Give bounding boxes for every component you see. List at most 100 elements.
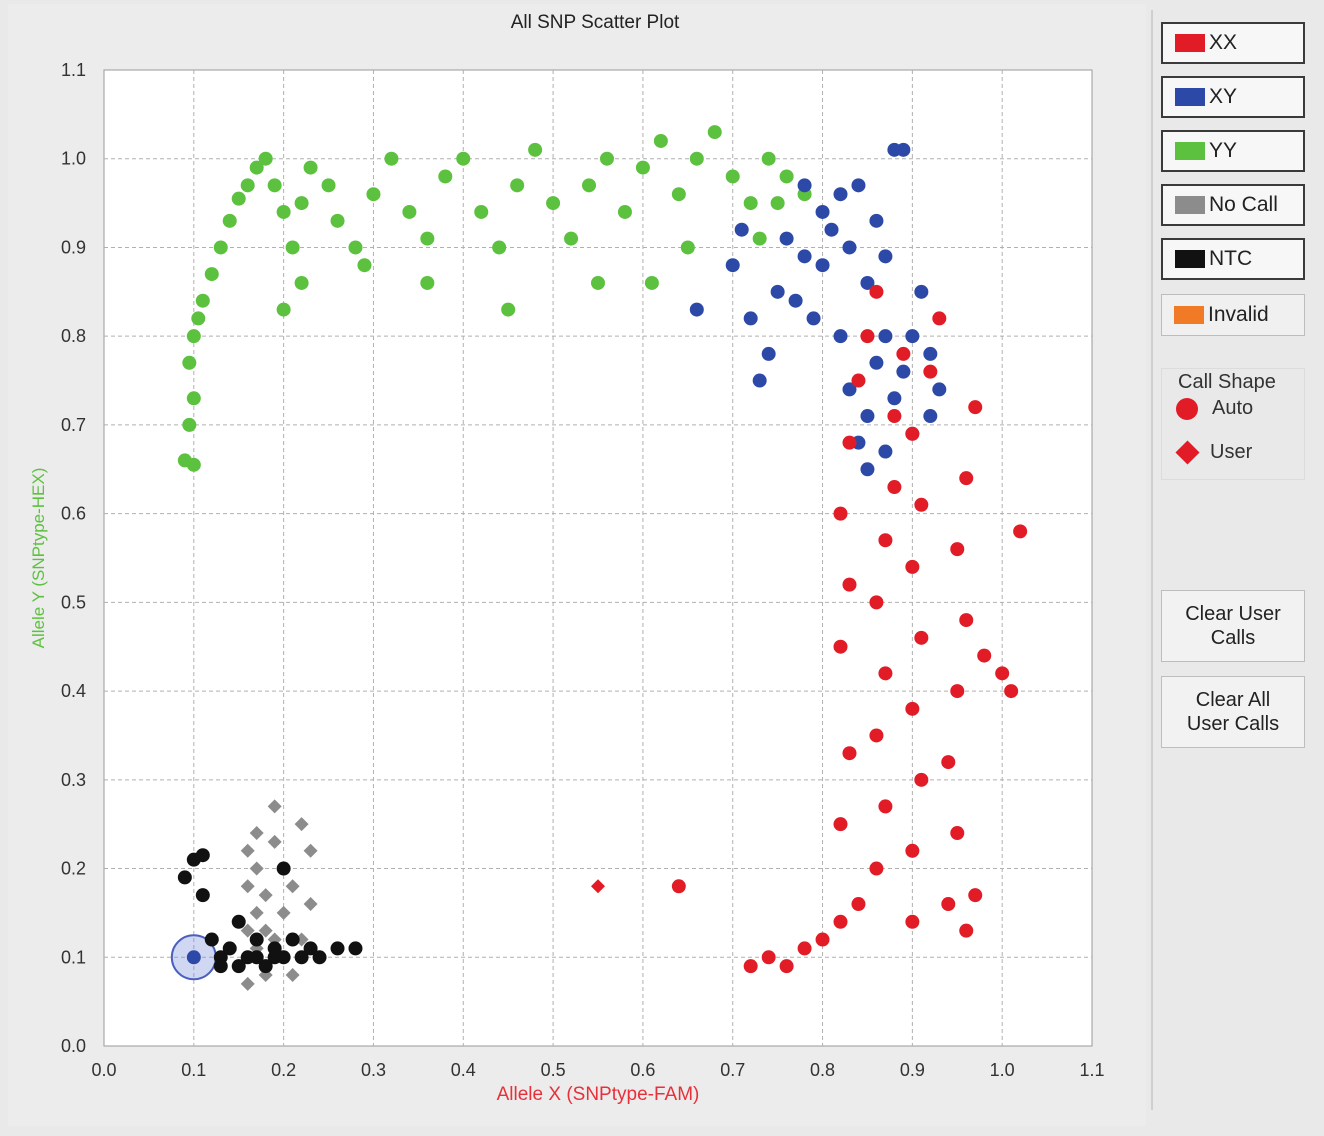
x-tick-label: 0.3 bbox=[361, 1060, 386, 1080]
y-tick-label: 0.3 bbox=[61, 770, 86, 790]
data-point bbox=[249, 932, 264, 947]
data-point bbox=[689, 151, 704, 166]
y-tick-label: 0.0 bbox=[61, 1036, 86, 1056]
ntc-swatch-icon bbox=[1175, 250, 1205, 268]
data-point bbox=[878, 533, 893, 548]
y-tick-label: 0.8 bbox=[61, 326, 86, 346]
x-tick-label: 1.0 bbox=[990, 1060, 1015, 1080]
legend-xy-button[interactable]: XY bbox=[1161, 76, 1305, 118]
data-point bbox=[905, 701, 920, 716]
data-point bbox=[779, 231, 794, 246]
data-point bbox=[438, 169, 453, 184]
data-point bbox=[950, 684, 965, 699]
data-point-diamond bbox=[285, 968, 300, 983]
data-point bbox=[878, 249, 893, 264]
legend-xx-button[interactable]: XX bbox=[1161, 22, 1305, 64]
data-point bbox=[653, 133, 668, 148]
data-point bbox=[330, 213, 345, 228]
data-point-diamond bbox=[294, 817, 309, 832]
data-point bbox=[402, 204, 417, 219]
data-point bbox=[303, 941, 318, 956]
data-point bbox=[968, 400, 983, 415]
data-point bbox=[842, 577, 857, 592]
y-tick-label: 0.2 bbox=[61, 859, 86, 879]
data-point bbox=[860, 329, 875, 344]
data-point bbox=[420, 275, 435, 290]
data-point bbox=[851, 178, 866, 193]
data-point bbox=[357, 258, 372, 273]
data-point bbox=[294, 275, 309, 290]
x-tick-label: 0.7 bbox=[720, 1060, 745, 1080]
clear-all-user-calls-button[interactable]: Clear All User Calls bbox=[1161, 676, 1305, 748]
data-point bbox=[842, 240, 857, 255]
data-point bbox=[860, 462, 875, 477]
data-point-diamond bbox=[249, 826, 264, 841]
data-point bbox=[213, 959, 228, 974]
data-point bbox=[321, 178, 336, 193]
data-point bbox=[725, 169, 740, 184]
legend-yy-label: YY bbox=[1209, 139, 1238, 162]
data-point-diamond bbox=[249, 905, 264, 920]
data-point bbox=[680, 240, 695, 255]
data-point-diamond bbox=[258, 888, 273, 903]
clear-user-calls-button[interactable]: Clear User Calls bbox=[1161, 590, 1305, 662]
y-tick-label: 0.1 bbox=[61, 947, 86, 967]
data-point bbox=[761, 151, 776, 166]
data-point bbox=[294, 196, 309, 211]
data-point-diamond bbox=[591, 879, 605, 894]
nocall-swatch-icon bbox=[1175, 196, 1205, 214]
legend-xx-label: XX bbox=[1209, 31, 1238, 54]
data-point bbox=[222, 941, 237, 956]
data-point bbox=[231, 959, 246, 974]
legend-yy-button[interactable]: YY bbox=[1161, 130, 1305, 172]
data-point bbox=[977, 648, 992, 663]
legend-nocall-button[interactable]: No Call bbox=[1161, 184, 1305, 226]
data-point bbox=[644, 275, 659, 290]
data-point bbox=[312, 950, 327, 965]
x-axis-label: Allele X (SNPtype-FAM) bbox=[497, 1084, 700, 1105]
data-point bbox=[833, 639, 848, 654]
scatter-chart[interactable]: 0.0 0.1 0.2 0.3 0.4 0.5 0.6 0.7 0.8 0.9 1.0 1.1 0.0 0… bbox=[0, 0, 1150, 1136]
data-point bbox=[204, 267, 219, 282]
data-point bbox=[222, 213, 237, 228]
x-tick-label: 0.0 bbox=[91, 1060, 116, 1080]
data-point-diamond bbox=[285, 879, 300, 894]
data-point bbox=[914, 772, 929, 787]
data-point-diamond bbox=[303, 897, 318, 912]
data-point bbox=[186, 329, 201, 344]
data-point-diamond bbox=[249, 861, 264, 876]
data-point bbox=[348, 240, 363, 255]
data-point bbox=[941, 897, 956, 912]
data-point bbox=[941, 755, 956, 770]
data-point bbox=[330, 941, 345, 956]
legend-ntc-button[interactable]: NTC bbox=[1161, 238, 1305, 280]
data-point bbox=[887, 391, 902, 406]
data-point bbox=[734, 222, 749, 237]
call-shape-group: Call Shape Auto User bbox=[1161, 368, 1305, 480]
data-point bbox=[617, 204, 632, 219]
y-tick-label: 0.9 bbox=[61, 237, 86, 257]
data-point bbox=[186, 950, 201, 965]
data-point bbox=[258, 959, 273, 974]
data-point bbox=[240, 178, 255, 193]
data-point bbox=[249, 160, 264, 175]
data-point bbox=[285, 932, 300, 947]
data-point bbox=[914, 630, 929, 645]
data-point bbox=[294, 950, 309, 965]
data-point bbox=[842, 746, 857, 761]
data-point bbox=[213, 240, 228, 255]
xy-swatch-icon bbox=[1175, 88, 1205, 106]
chart-title: All SNP Scatter Plot bbox=[510, 12, 680, 33]
data-point bbox=[779, 169, 794, 184]
x-tick-label: 0.1 bbox=[181, 1060, 206, 1080]
data-point bbox=[770, 196, 785, 211]
data-point bbox=[860, 275, 875, 290]
data-point bbox=[878, 666, 893, 681]
y-tick-label: 1.1 bbox=[61, 60, 86, 80]
data-point bbox=[267, 178, 282, 193]
legend-invalid-button[interactable]: Invalid bbox=[1161, 294, 1305, 336]
data-point bbox=[950, 826, 965, 841]
data-point bbox=[833, 329, 848, 344]
data-point bbox=[591, 275, 605, 290]
data-point bbox=[824, 222, 839, 237]
